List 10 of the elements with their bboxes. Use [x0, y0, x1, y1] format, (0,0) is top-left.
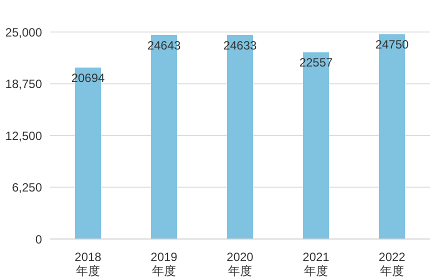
x-tick-label: 2021 年度	[302, 250, 330, 278]
x-tick-label: 2018 年度	[74, 250, 102, 278]
x-tick-label: 2022 年度	[378, 250, 406, 278]
y-tick-label: 25,000	[5, 25, 42, 40]
x-tick-label: 2020 年度	[226, 250, 254, 278]
x-tick-label: 2019 年度	[150, 250, 178, 278]
y-tick-label: 12,500	[5, 128, 42, 143]
y-tick-label: 6,250	[12, 180, 42, 195]
y-tick-label: 0	[35, 232, 42, 246]
y-tick-label: 18,750	[5, 77, 42, 92]
